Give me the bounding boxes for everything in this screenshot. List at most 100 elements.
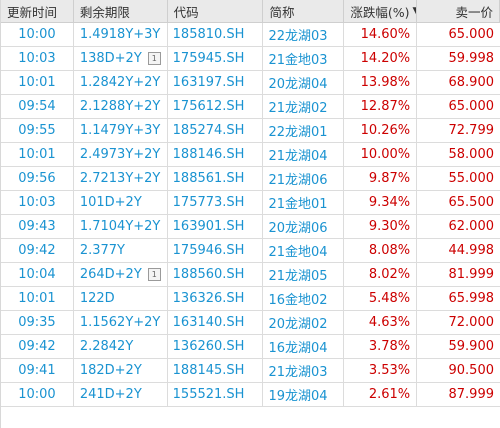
- column-header-term[interactable]: 剩余期限: [74, 0, 168, 22]
- cell-code-text: 188561.SH: [172, 171, 245, 186]
- cell-remaining-term: 1.1479Y+3Y: [74, 119, 168, 142]
- cell-update-time-text: 10:03: [18, 195, 56, 210]
- cell-remaining-term-text: 2.4973Y+2Y: [79, 147, 161, 162]
- cell-update-time-text: 10:00: [18, 387, 56, 402]
- column-header-time[interactable]: 更新时间: [1, 0, 74, 22]
- cell-update-time: 09:42: [1, 335, 74, 358]
- column-header-code[interactable]: 代码: [168, 0, 264, 22]
- table-header: 更新时间 剩余期限 代码 简称 涨跌幅(%)▼ 卖一价: [1, 0, 500, 23]
- cell-update-time-text: 09:56: [18, 171, 56, 186]
- cell-remaining-term-text: 2.2842Y: [79, 339, 134, 354]
- table-row[interactable]: 10:03 101D+2Y 175773.SH 21金地01 9.34% 65.500: [1, 191, 500, 215]
- cell-change-pct-text: 13.98%: [360, 75, 411, 90]
- table-row[interactable]: 10:00 241D+2Y 155521.SH 19龙湖04 2.61% 87.999: [1, 383, 500, 407]
- column-header-ask-price[interactable]: 卖一价: [417, 0, 500, 22]
- table-row[interactable]: 09:42 2.2842Y 136260.SH 16龙湖04 3.78% 59.900: [1, 335, 500, 359]
- cell-remaining-term: 241D+2Y: [74, 383, 168, 406]
- cell-ask-price-text: 81.999: [448, 267, 495, 282]
- cell-ask-price-text: 68.900: [448, 75, 495, 90]
- cell-remaining-term-text: 2.7213Y+2Y: [79, 171, 161, 186]
- table-row[interactable]: 10:00 1.4918Y+3Y 185810.SH 22龙湖03 14.60% 65.0…: [1, 23, 500, 47]
- cell-code-text: 163901.SH: [172, 219, 245, 234]
- cell-ask-price: 87.999: [417, 383, 500, 406]
- cell-ask-price-text: 65.500: [448, 195, 495, 210]
- table-row[interactable]: 09:41 182D+2Y 188145.SH 21龙湖03 3.53% 90.500: [1, 359, 500, 383]
- table-row[interactable]: 09:56 2.7213Y+2Y 188561.SH 21龙湖06 9.87% 55.00…: [1, 167, 500, 191]
- sort-descending-icon[interactable]: ▼: [412, 6, 416, 16]
- cell-change-pct: 10.00%: [344, 143, 418, 166]
- cell-ask-price: 72.000: [417, 311, 500, 334]
- cell-short-name-text: 21金地04: [268, 245, 328, 260]
- table-row[interactable]: 10:01 1.2842Y+2Y 163197.SH 20龙湖04 13.98% 68.9…: [1, 71, 500, 95]
- cell-ask-price-text: 87.999: [448, 387, 495, 402]
- cell-ask-price: 65.998: [417, 287, 500, 310]
- cell-update-time-text: 09:54: [18, 99, 56, 114]
- cell-update-time-text: 10:00: [18, 27, 56, 42]
- cell-update-time: 10:00: [1, 383, 74, 406]
- cell-remaining-term-text: 1.7104Y+2Y: [79, 219, 161, 234]
- cell-remaining-term: 1.2842Y+2Y: [74, 71, 168, 94]
- cell-change-pct-text: 8.02%: [368, 267, 411, 282]
- cell-update-time: 10:00: [1, 23, 74, 46]
- cell-code-text: 188146.SH: [172, 147, 245, 162]
- cell-update-time: 10:01: [1, 71, 74, 94]
- cell-change-pct-text: 9.87%: [368, 171, 411, 186]
- cell-ask-price: 62.000: [417, 215, 500, 238]
- table-row[interactable]: 10:03 138D+2Y 1 175945.SH 21金地03 14.20% 59.998: [1, 47, 500, 71]
- cell-remaining-term-text: 182D+2Y: [79, 363, 142, 378]
- cell-ask-price: 65.000: [417, 23, 500, 46]
- cell-remaining-term: 2.2842Y: [74, 335, 168, 358]
- cell-ask-price: 55.000: [417, 167, 500, 190]
- cell-change-pct-text: 3.78%: [368, 339, 411, 354]
- cell-ask-price: 72.799: [417, 119, 500, 142]
- table-row[interactable]: 09:43 1.7104Y+2Y 163901.SH 20龙湖06 9.30% 62.00…: [1, 215, 500, 239]
- table-row[interactable]: 10:04 264D+2Y 1 188560.SH 21龙湖05 8.02% 81.999: [1, 263, 500, 287]
- cell-change-pct-text: 14.60%: [360, 27, 411, 42]
- cell-update-time: 10:01: [1, 287, 74, 310]
- header-label: 简称: [269, 4, 295, 20]
- cell-code-text: 175946.SH: [172, 243, 245, 258]
- option-badge-icon[interactable]: 1: [147, 268, 161, 281]
- cell-short-name: 21龙湖04: [263, 143, 345, 166]
- cell-remaining-term: 2.7213Y+2Y: [74, 167, 168, 190]
- cell-ask-price: 59.900: [417, 335, 500, 358]
- cell-remaining-term-text: 101D+2Y: [79, 195, 142, 210]
- cell-short-name: 20龙湖02: [263, 311, 345, 334]
- table-row[interactable]: 10:01 2.4973Y+2Y 188146.SH 21龙湖04 10.00% 58.0…: [1, 143, 500, 167]
- cell-code-text: 136260.SH: [172, 339, 245, 354]
- column-header-change[interactable]: 涨跌幅(%)▼: [344, 0, 418, 22]
- cell-short-name-text: 20龙湖02: [268, 317, 328, 332]
- cell-code-text: 163197.SH: [172, 75, 245, 90]
- cell-short-name-text: 21龙湖03: [268, 365, 328, 380]
- column-header-short-name[interactable]: 简称: [263, 0, 345, 22]
- table-row[interactable]: 09:42 2.377Y 175946.SH 21金地04 8.08% 44.998: [1, 239, 500, 263]
- cell-update-time: 09:56: [1, 167, 74, 190]
- cell-update-time-text: 09:41: [18, 363, 56, 378]
- cell-change-pct-text: 12.87%: [360, 99, 411, 114]
- table-row[interactable]: 09:35 1.1562Y+2Y 163140.SH 20龙湖02 4.63% 72.00…: [1, 311, 500, 335]
- table-row[interactable]: 09:55 1.1479Y+3Y 185274.SH 22龙湖01 10.26% 72.7…: [1, 119, 500, 143]
- cell-update-time: 10:04: [1, 263, 74, 286]
- cell-short-name: 21金地03: [263, 47, 345, 70]
- cell-change-pct: 12.87%: [344, 95, 418, 118]
- cell-remaining-term: 1.7104Y+2Y: [74, 215, 168, 238]
- cell-ask-price: 81.999: [417, 263, 500, 286]
- cell-ask-price-text: 65.000: [448, 27, 495, 42]
- option-badge-icon[interactable]: 1: [147, 52, 161, 65]
- table-row[interactable]: 10:01 122D 136326.SH 16金地02 5.48% 65.998: [1, 287, 500, 311]
- cell-update-time: 09:55: [1, 119, 74, 142]
- table-row[interactable]: 09:54 2.1288Y+2Y 175612.SH 21龙湖02 12.87% 65.0…: [1, 95, 500, 119]
- table-body: 10:00 1.4918Y+3Y 185810.SH 22龙湖03 14.60% 65.0…: [1, 23, 500, 407]
- cell-change-pct-text: 10.26%: [360, 123, 411, 138]
- cell-short-name: 22龙湖03: [263, 23, 345, 46]
- cell-code-text: 163140.SH: [172, 315, 245, 330]
- cell-short-name-text: 21金地03: [268, 53, 328, 68]
- cell-update-time-text: 09:55: [18, 123, 56, 138]
- cell-code-text: 185274.SH: [172, 123, 245, 138]
- cell-code: 175612.SH: [168, 95, 264, 118]
- cell-short-name-text: 16龙湖04: [268, 341, 328, 356]
- cell-short-name: 16龙湖04: [263, 335, 345, 358]
- cell-short-name: 22龙湖01: [263, 119, 345, 142]
- cell-ask-price: 58.000: [417, 143, 500, 166]
- cell-update-time-text: 10:01: [18, 291, 56, 306]
